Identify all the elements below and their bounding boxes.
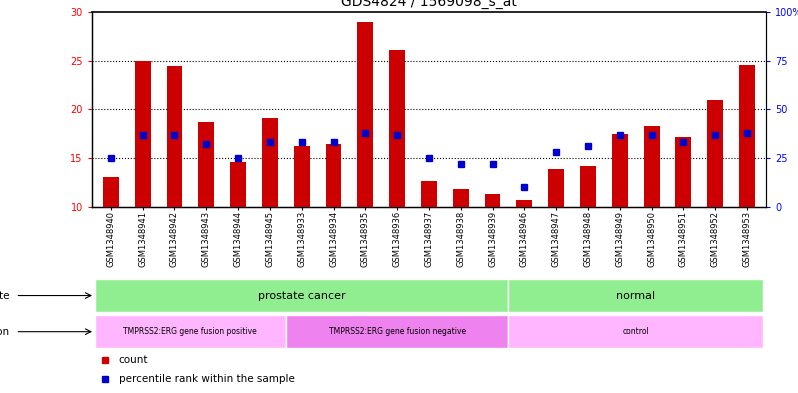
Bar <box>421 182 437 207</box>
Bar <box>135 61 151 207</box>
Text: disease state: disease state <box>0 290 9 301</box>
Bar <box>580 166 596 207</box>
Bar <box>644 126 659 207</box>
Bar <box>230 162 246 207</box>
Bar <box>612 134 628 207</box>
Bar <box>484 194 500 207</box>
Text: prostate cancer: prostate cancer <box>258 290 346 301</box>
Bar <box>389 50 405 207</box>
Bar <box>294 146 310 207</box>
Bar <box>707 99 723 207</box>
Bar <box>516 200 532 207</box>
Text: normal: normal <box>616 290 655 301</box>
Bar <box>548 169 564 207</box>
Text: percentile rank within the sample: percentile rank within the sample <box>119 374 294 384</box>
Bar <box>103 176 119 207</box>
Text: control: control <box>622 327 649 336</box>
Bar <box>452 189 468 207</box>
Text: genotype/variation: genotype/variation <box>0 327 9 337</box>
Bar <box>199 122 214 207</box>
Bar <box>167 66 183 207</box>
Bar <box>739 65 755 207</box>
Bar <box>675 136 691 207</box>
Bar <box>262 118 278 207</box>
FancyBboxPatch shape <box>95 279 508 312</box>
Bar <box>358 22 373 207</box>
Text: count: count <box>119 354 148 365</box>
Bar <box>326 144 342 207</box>
FancyBboxPatch shape <box>286 316 508 348</box>
FancyBboxPatch shape <box>508 316 763 348</box>
Title: GDS4824 / 1569098_s_at: GDS4824 / 1569098_s_at <box>341 0 517 9</box>
FancyBboxPatch shape <box>95 316 286 348</box>
Text: TMPRSS2:ERG gene fusion negative: TMPRSS2:ERG gene fusion negative <box>329 327 466 336</box>
FancyBboxPatch shape <box>508 279 763 312</box>
Text: TMPRSS2:ERG gene fusion positive: TMPRSS2:ERG gene fusion positive <box>124 327 257 336</box>
